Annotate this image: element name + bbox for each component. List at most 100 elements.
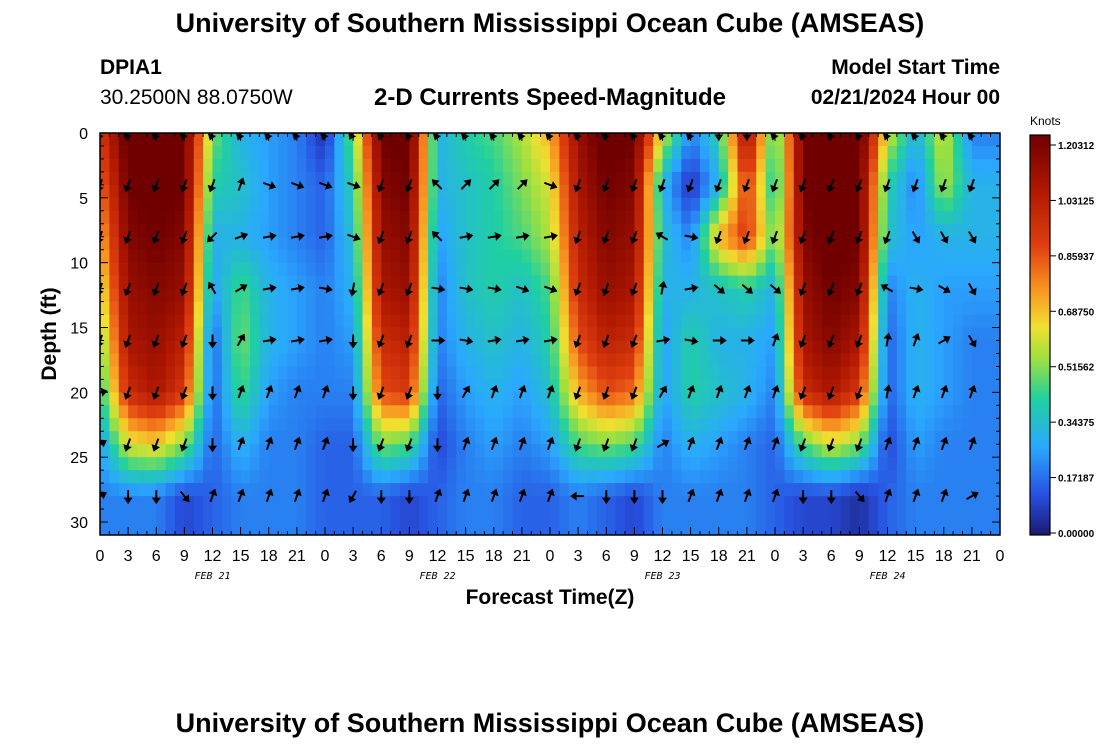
heat-cell [184,262,195,277]
heat-cell [531,483,542,497]
heat-cell [231,249,242,264]
heat-cell [137,366,148,380]
heat-cell [634,197,645,212]
heat-cell [287,158,298,173]
heat-cell [287,522,298,535]
heat-cell [409,288,420,303]
heat-cell [859,509,870,523]
heat-cell [128,496,139,510]
heat-cell [446,418,457,432]
heat-cell [493,288,504,303]
heat-cell [643,496,654,510]
current-arrow [601,282,611,297]
heat-cell [718,210,729,225]
current-arrow [518,384,527,399]
heat-cell [409,509,420,523]
heat-cell [671,483,682,497]
heat-cell [765,496,776,510]
heat-cell [971,275,982,290]
heat-cell [334,353,345,368]
heat-cell [803,145,814,160]
heat-cell [400,483,410,497]
current-arrow [433,438,442,453]
heat-cell [559,171,570,186]
current-arrow [629,178,639,193]
heat-cell [175,353,185,368]
x-tick-label: 21 [738,548,756,565]
heat-cell [915,158,926,173]
speed-heatmap [100,133,1000,535]
heat-cell [212,418,223,432]
heat-cell [240,314,251,329]
heat-cell [512,496,523,510]
current-arrow [771,384,780,399]
heat-cell [193,197,204,212]
current-arrow [376,230,386,245]
heat-cell [606,366,617,380]
heat-cell [428,457,439,471]
heat-cell [203,470,214,484]
heat-cell [568,470,579,484]
heat-cell [831,262,842,277]
heat-cell [643,483,654,497]
heat-cell [606,418,617,432]
heat-cell [353,405,364,419]
heat-cell [896,444,907,458]
heat-cell [381,249,392,264]
heat-cell [203,405,214,419]
heat-cell [212,158,223,173]
heat-cell [681,392,692,406]
heat-cell [212,405,223,419]
heat-cell [503,522,514,535]
heat-cell [550,288,560,303]
heat-cell [540,392,551,406]
heat-cell [128,457,139,471]
heat-cell [315,379,326,393]
heat-cell [615,470,626,484]
heat-cell [156,314,167,329]
heat-cell [662,236,673,251]
heat-cell [193,171,204,186]
heat-cell [737,483,748,497]
heat-cell [540,405,551,419]
heat-cell [165,366,176,380]
heat-cell [821,392,832,406]
heat-cell [428,483,439,497]
current-arrow [939,178,948,193]
heat-cell [475,249,485,264]
heat-cell [634,210,645,225]
heat-cell [353,392,364,406]
heat-cell [362,249,373,264]
heat-cell [615,236,626,251]
heat-cell [971,496,982,510]
current-arrow [883,384,893,399]
heat-cell [334,275,345,290]
heat-cell [962,405,973,419]
heat-cell [362,418,373,432]
current-arrow [798,282,807,297]
current-arrow [543,335,558,345]
heat-cell [203,262,214,277]
heat-cell [943,431,954,445]
heat-cell [390,301,401,316]
heat-cell [156,236,167,251]
heat-cell [906,379,917,393]
heat-cell [456,457,467,471]
heat-cell [334,133,345,147]
heat-cell [868,210,879,225]
heat-cell [868,483,879,497]
current-arrow [262,283,277,293]
heat-cell [709,509,720,523]
heat-cell [446,496,457,510]
heat-cell [193,392,204,406]
heat-cell [353,236,364,251]
heat-cell [456,249,467,264]
current-arrow [715,488,724,503]
heat-cell [484,457,495,471]
heat-cell [390,496,401,510]
heat-cell [793,431,804,445]
heat-cell [803,392,814,406]
heat-cell [840,223,851,238]
colorbar-tick-label: 0.68750 [1058,307,1095,318]
heat-cell [681,210,692,225]
